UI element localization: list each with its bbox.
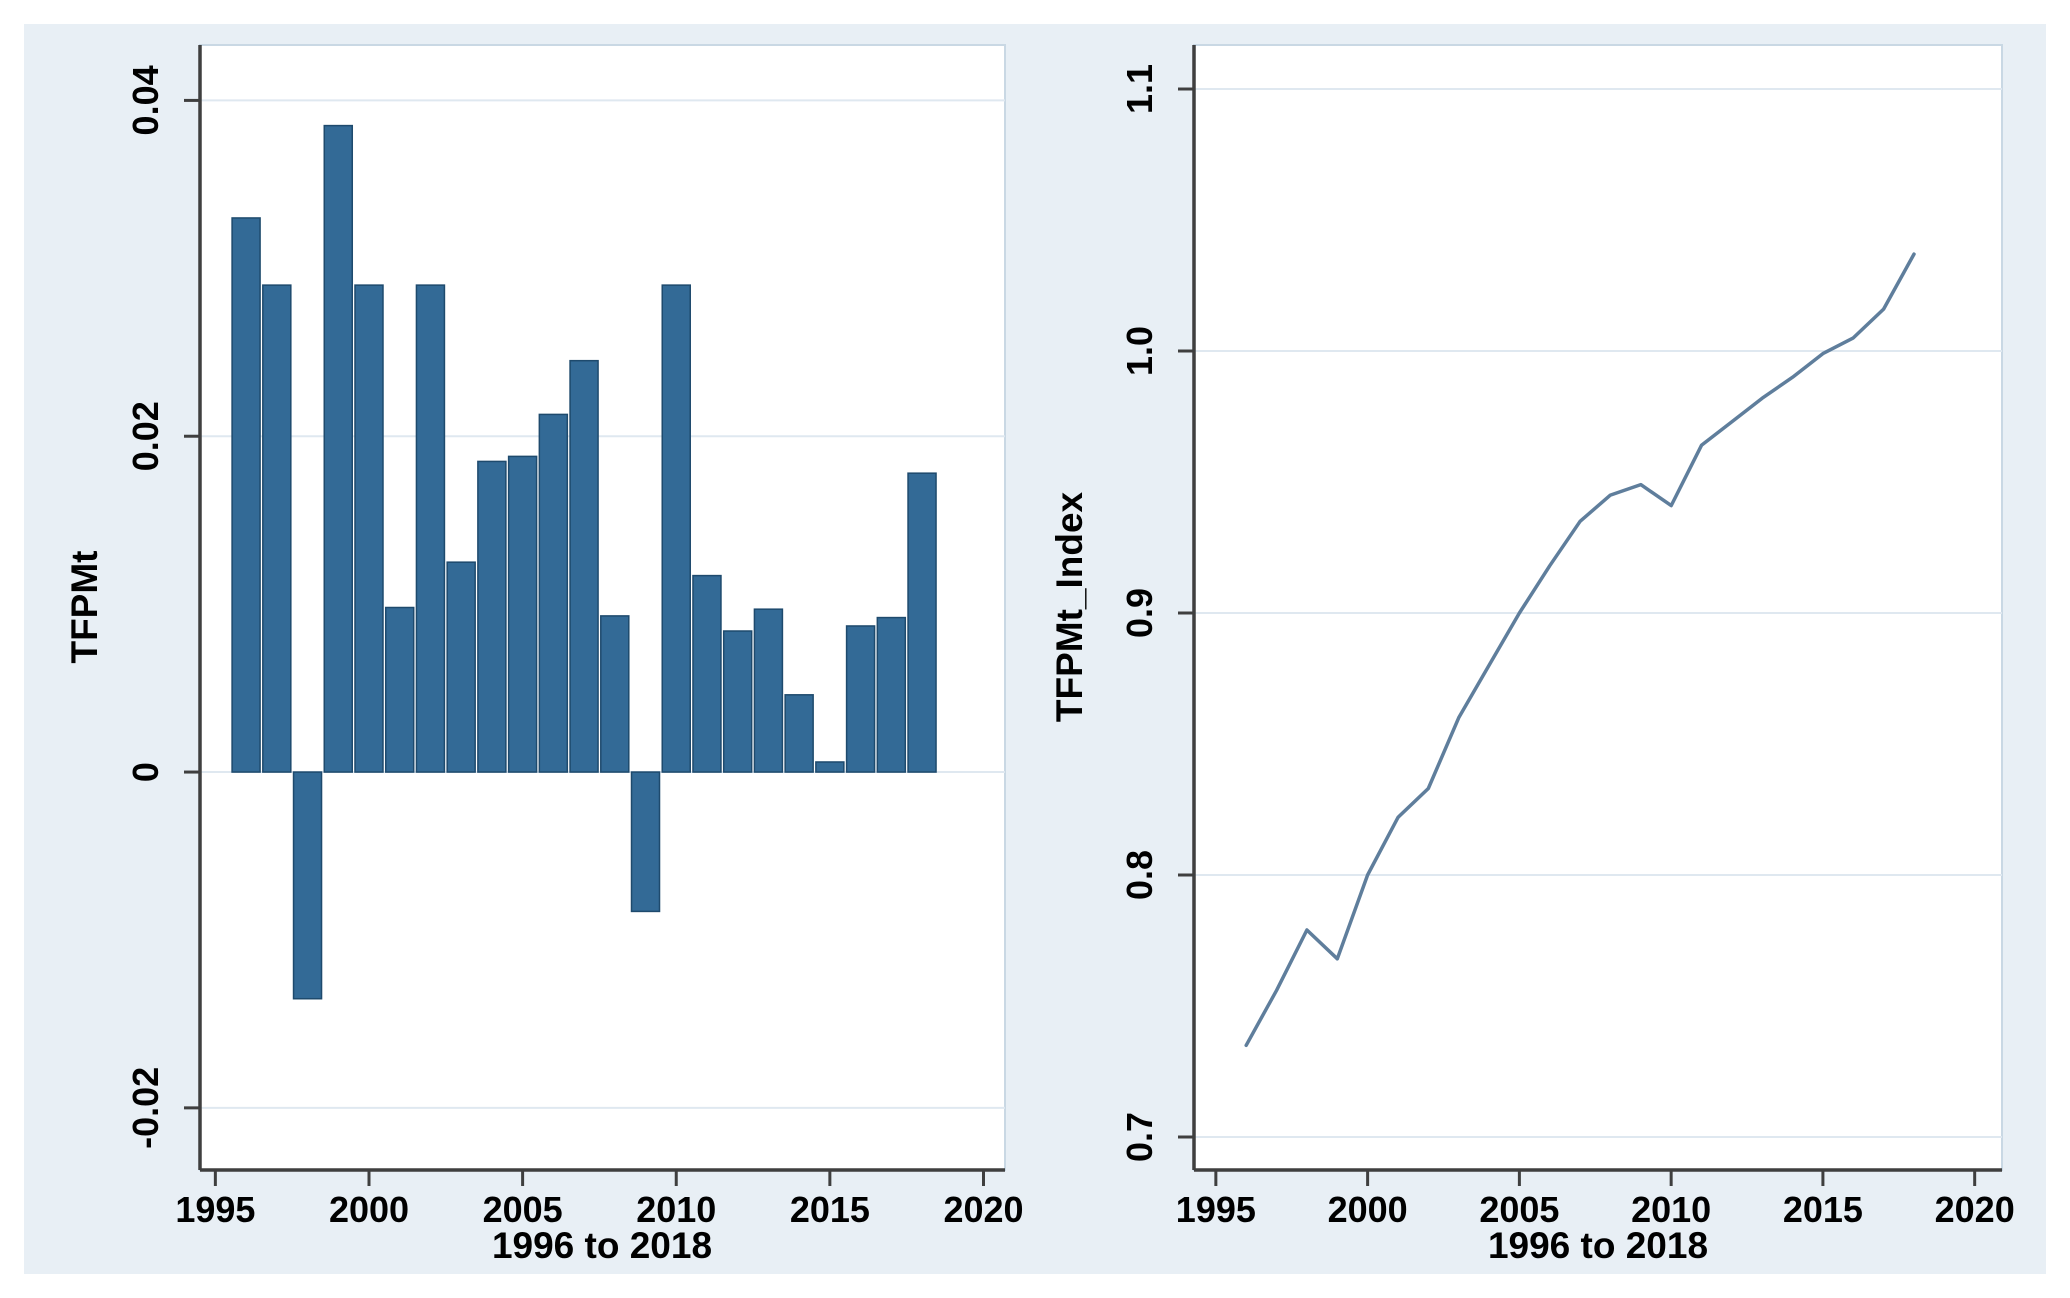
x-tick-label: 1995 [1176,1189,1256,1230]
line-chart-tfpmt-index: 1.1 1.0 0.9 0.8 0.7 1995 2000 2005 2010 2015 2020 [1119,44,2015,1230]
bar-2008 [600,615,630,773]
y-tick-label: 0.04 [125,65,166,135]
y-tick-label: 0.8 [1119,850,1160,900]
bar-2013 [753,608,784,773]
x-tick-label: 2005 [483,1189,563,1230]
bar-2000 [354,284,384,773]
y-tick-label: 0.9 [1119,588,1160,638]
bar-1996 [231,217,261,773]
x-tick-label: 2010 [1631,1189,1711,1230]
left-chart-y-axis-title: TFPMt [64,550,105,663]
bar-2017 [876,616,907,773]
bar-2012 [722,630,753,773]
bar-2002 [415,284,446,773]
y-tick-label: 0 [125,762,166,782]
bar-1998 [292,771,323,1000]
x-tick-label: 2000 [329,1189,409,1230]
left-chart-x-axis-title: 1996 to 2018 [492,1225,712,1266]
plot-area [199,44,1006,1171]
bar-1999 [323,124,354,773]
y-tick-label: 1.1 [1119,64,1160,114]
x-tick-label: 2020 [1935,1189,2015,1230]
right-chart-x-axis-title: 1996 to 2018 [1488,1225,1708,1266]
y-tick-label: 1.0 [1119,326,1160,376]
bar-2005 [507,455,538,773]
bar-1997 [262,284,292,773]
x-tick-label: 2000 [1328,1189,1408,1230]
bar-2009 [630,771,661,913]
x-tick-label: 1995 [175,1189,255,1230]
plot-area [1193,44,2003,1171]
y-tick-label: 0.02 [125,401,166,471]
x-tick-label: 2015 [1783,1189,1863,1230]
bar-2015 [815,761,845,773]
y-tick-label: 0.7 [1119,1112,1160,1162]
y-tick-label: -0.02 [125,1067,166,1149]
right-chart-y-axis-title: TFPMt_Index [1049,491,1090,722]
bar-2016 [845,625,876,773]
index-line [1244,252,1916,1048]
x-tick-label: 2010 [636,1189,716,1230]
bar-2007 [569,359,599,773]
bar-2018 [907,472,937,773]
bar-2003 [446,561,476,773]
bar-2010 [661,284,691,773]
x-tick-label: 2020 [943,1189,1023,1230]
bar-2004 [477,460,507,773]
bar-2011 [692,574,722,773]
x-tick-label: 2015 [790,1189,870,1230]
bar-2001 [384,606,415,773]
x-tick-label: 2005 [1479,1189,1559,1230]
bar-2006 [538,413,569,773]
bar-2014 [784,694,814,773]
